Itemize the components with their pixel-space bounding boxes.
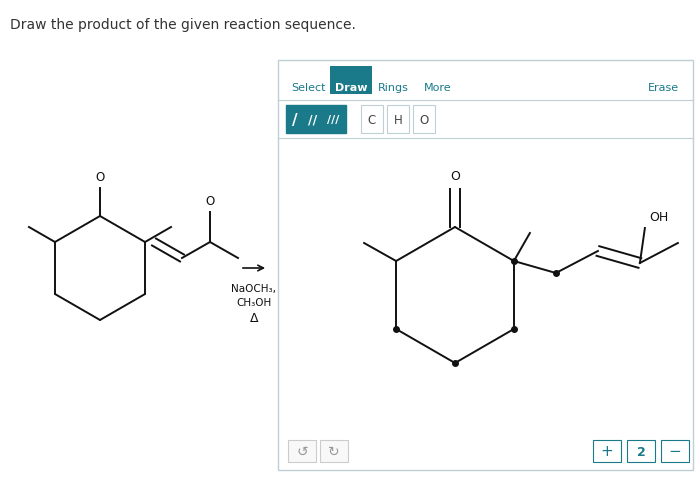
Text: ↻: ↻ (328, 445, 339, 459)
Bar (288, 440, 316, 462)
Text: Rings: Rings (377, 83, 408, 93)
Text: /: / (292, 112, 298, 128)
Text: +: + (601, 445, 613, 459)
Text: OH: OH (649, 211, 668, 224)
Text: ///: /// (327, 115, 340, 125)
Text: O: O (419, 113, 428, 127)
Text: O: O (450, 170, 460, 183)
Bar (330, 66, 372, 94)
Text: Δ: Δ (250, 312, 258, 325)
Text: Select: Select (290, 83, 326, 93)
Bar (661, 440, 689, 462)
Text: 2: 2 (636, 445, 645, 458)
Bar (286, 105, 346, 133)
Bar (593, 440, 621, 462)
Text: H: H (393, 113, 402, 127)
Text: −: − (668, 445, 681, 459)
Text: O: O (205, 195, 215, 208)
Text: More: More (424, 83, 452, 93)
Text: //: // (309, 113, 318, 127)
Text: ↺: ↺ (296, 445, 308, 459)
Bar (627, 440, 655, 462)
Text: CH₃OH: CH₃OH (237, 298, 272, 308)
Text: C: C (368, 113, 376, 127)
Text: Draw: Draw (335, 83, 368, 93)
Text: O: O (95, 171, 104, 184)
Bar (387, 105, 409, 133)
Bar (320, 440, 348, 462)
Bar (278, 60, 693, 470)
Text: Erase: Erase (648, 83, 678, 93)
Text: NaOCH₃,: NaOCH₃, (232, 284, 276, 294)
Bar (413, 105, 435, 133)
Bar (361, 105, 383, 133)
Text: Draw the product of the given reaction sequence.: Draw the product of the given reaction s… (10, 18, 356, 32)
